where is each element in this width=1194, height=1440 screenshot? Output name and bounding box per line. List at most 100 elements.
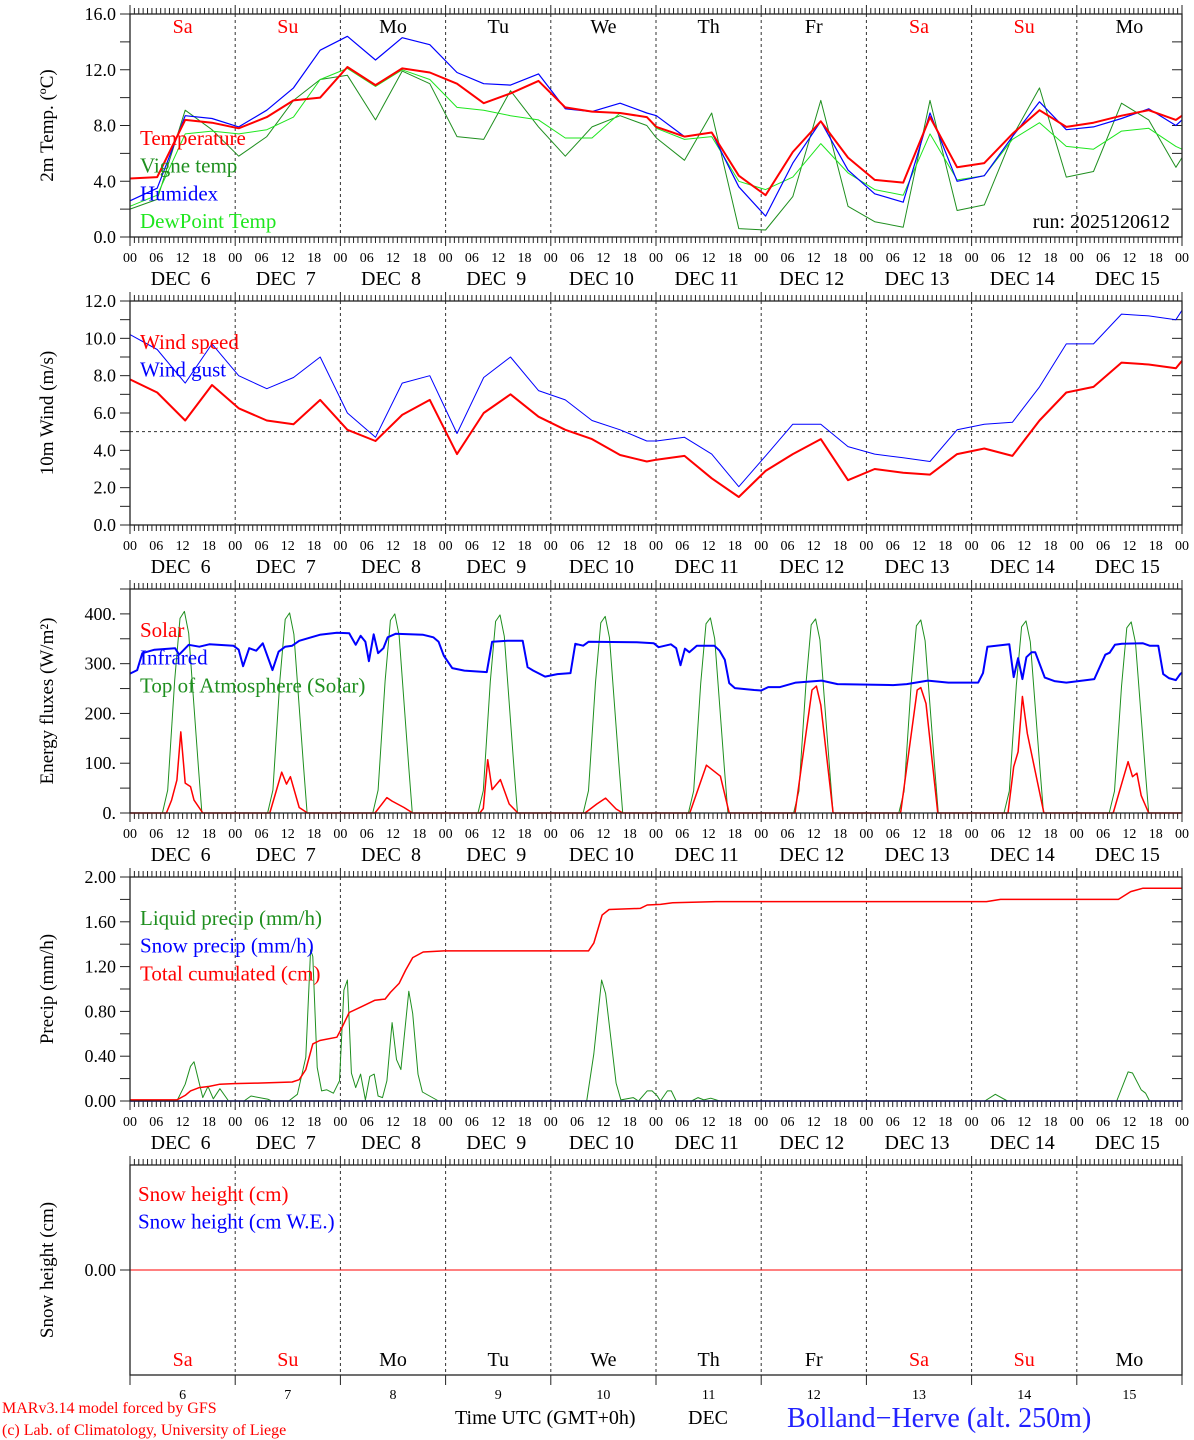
date-label: DEC 15 [1095,556,1160,578]
y-tick-label: 0.40 [85,1046,117,1066]
date-label: DEC 7 [256,556,316,578]
hour-label: 18 [1149,539,1163,554]
date-label: DEC 8 [361,1132,421,1154]
hour-label: 06 [360,251,374,266]
hour-label: 18 [728,827,742,842]
day-name-label: Mo [379,1349,407,1371]
day-name-label: We [590,16,616,38]
panel-4 [120,868,1183,1110]
date-label: DEC 14 [990,556,1055,578]
hour-label: 12 [176,827,190,842]
hour-label: 12 [702,251,716,266]
y-tick-label: 12.0 [85,291,117,311]
hour-label: 18 [623,539,637,554]
hour-label: 06 [149,1115,163,1130]
y-axis-label: Snow height (cm) [37,1202,58,1338]
series-wind-speed [129,360,1183,498]
hour-label: 00 [649,251,663,266]
hour-label: 06 [255,251,269,266]
lab-credit: (c) Lab. of Climatology, University of L… [2,1422,286,1439]
hour-label: 12 [1122,251,1136,266]
hour-label: 18 [1044,539,1058,554]
y-tick-label: 1.60 [85,912,117,932]
y-tick-label: 4.0 [94,171,117,191]
hour-label: 06 [360,827,374,842]
series-liquid-precip-mm-h [130,949,1182,1102]
legend-label: Vigne temp [140,154,237,178]
hour-label: 00 [649,539,663,554]
hour-label: 18 [1149,251,1163,266]
hour-label: 18 [938,251,952,266]
date-label: DEC 12 [779,844,844,866]
hour-label: 00 [1070,539,1084,554]
hour-label: 06 [255,1115,269,1130]
hour-label: 00 [965,1115,979,1130]
legend-label: Wind speed [140,330,239,354]
date-label: DEC 10 [569,1132,634,1154]
hour-label: 12 [1122,539,1136,554]
hour-label: 18 [833,251,847,266]
hour-label: 06 [570,827,584,842]
hour-label: 18 [412,1115,426,1130]
hour-label: 00 [754,539,768,554]
hour-label: 06 [781,539,795,554]
hour-label: 18 [728,1115,742,1130]
hour-label: 12 [702,539,716,554]
day-name-label: Mo [379,16,407,38]
hour-label: 00 [439,827,453,842]
hour-label: 00 [544,827,558,842]
hour-label: 00 [965,251,979,266]
y-tick-label: 1.20 [85,957,117,977]
hour-label: 00 [333,251,347,266]
hour-label: 12 [281,539,295,554]
hour-label: 06 [781,251,795,266]
hour-label: 00 [123,539,137,554]
date-label: DEC 12 [779,268,844,290]
legend-label: Infrared [140,646,208,670]
hour-label: 00 [754,1115,768,1130]
day-name-label: Fr [805,16,823,38]
hour-label: 06 [465,251,479,266]
hour-label: 00 [1070,1115,1084,1130]
day-number-label: 14 [1017,1388,1031,1403]
hour-label: 06 [886,539,900,554]
hour-label: 00 [228,539,242,554]
hour-label: 00 [965,539,979,554]
hour-label: 06 [991,1115,1005,1130]
hour-label: 12 [281,251,295,266]
location-title: Bolland−Herve (alt. 250m) [787,1403,1091,1434]
legend-label: Wind gust [140,358,226,382]
hour-label: 12 [491,251,505,266]
hour-label: 06 [255,539,269,554]
hour-label: 00 [965,827,979,842]
hour-label: 00 [123,827,137,842]
day-name-label: Su [1014,16,1035,38]
day-name-label: Mo [1116,1349,1144,1371]
legend-label: Snow precip (mm/h) [140,934,314,958]
date-label: DEC 10 [569,268,634,290]
hour-label: 18 [518,1115,532,1130]
date-label: DEC 14 [990,268,1055,290]
hour-label: 18 [623,827,637,842]
hour-label: 06 [149,539,163,554]
hour-label: 06 [781,1115,795,1130]
hour-label: 18 [202,251,216,266]
hour-label: 18 [833,1115,847,1130]
day-name-label: Su [277,1349,298,1371]
day-name-label: Tu [487,1349,509,1371]
hour-label: 00 [123,251,137,266]
legend-label: DewPoint Temp [140,209,276,233]
model-credit: MARv3.14 model forced by GFS [2,1400,217,1417]
hour-label: 18 [518,539,532,554]
hour-label: 12 [386,539,400,554]
date-label: DEC 8 [361,844,421,866]
date-label: DEC 6 [151,1132,211,1154]
day-number-label: 12 [807,1388,821,1403]
hour-label: 18 [307,539,321,554]
day-name-label: Th [697,1349,719,1371]
date-label: DEC 13 [885,1132,950,1154]
hour-label: 06 [255,827,269,842]
hour-label: 00 [439,1115,453,1130]
y-axis-label: Precip (mm/h) [37,934,58,1044]
day-number-label: 13 [912,1388,926,1403]
